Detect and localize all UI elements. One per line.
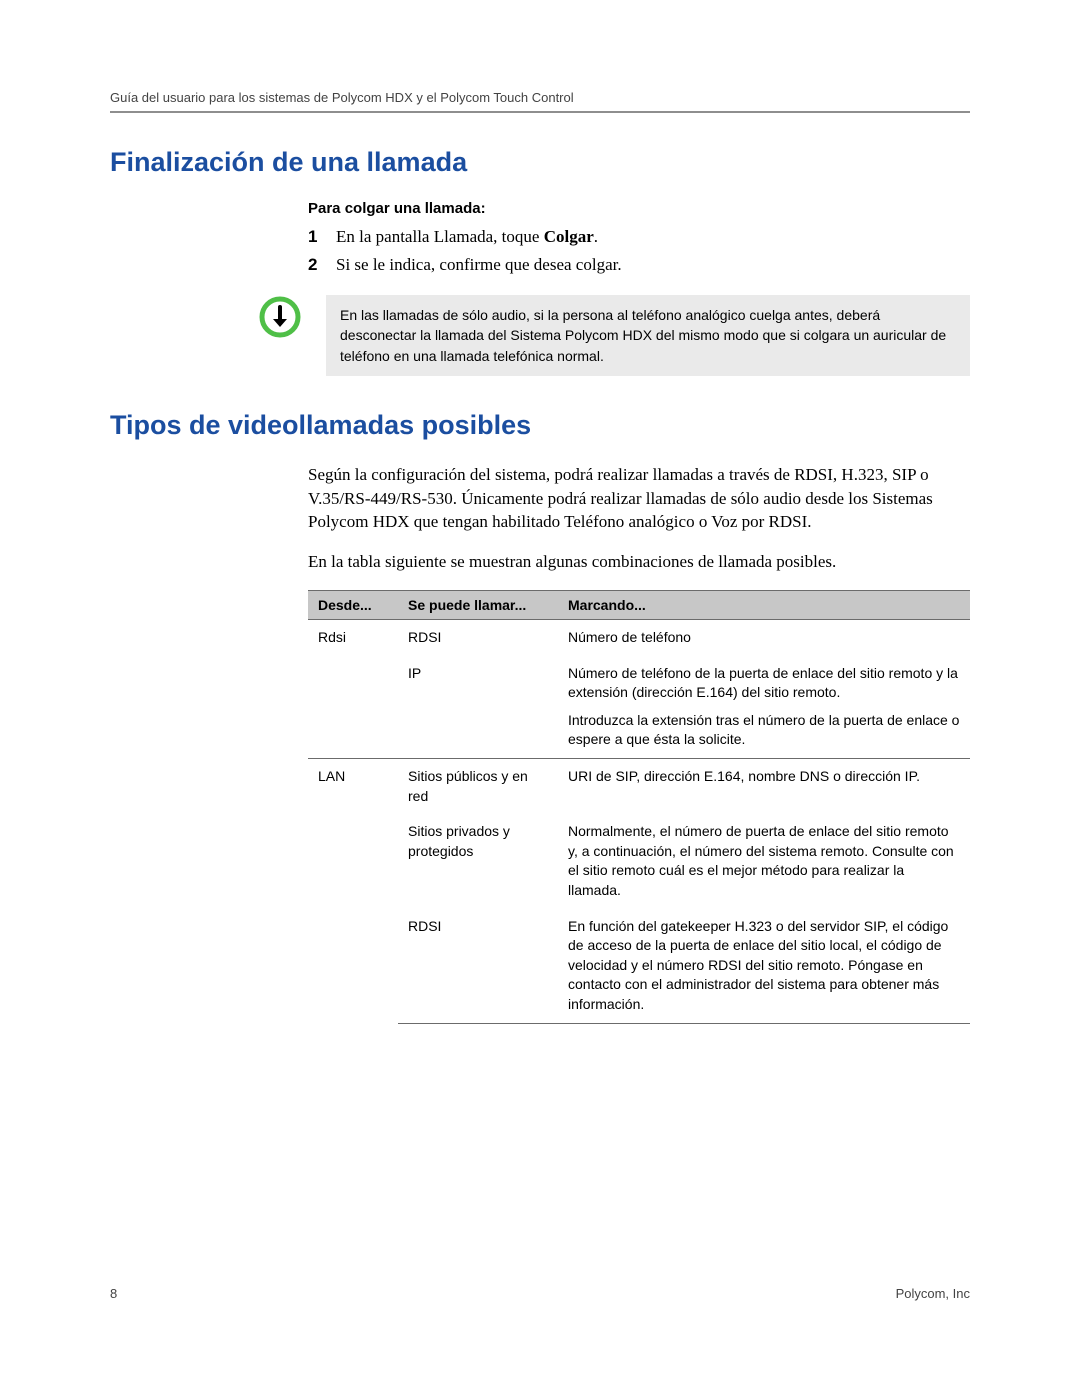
note-row: En las llamadas de sólo audio, si la per… <box>258 295 970 376</box>
section2-content: Según la configuración del sistema, podr… <box>308 463 970 1024</box>
cell-dial: URI de SIP, dirección E.164, nombre DNS … <box>558 759 970 815</box>
header-rule <box>110 111 970 113</box>
table-body: Rdsi RDSI Número de teléfono IP Número d… <box>308 620 970 1024</box>
cell-call: Sitios públicos y en red <box>398 759 558 815</box>
page-number: 8 <box>110 1286 117 1301</box>
cell-dial: Número de teléfono <box>558 620 970 656</box>
cell-call: RDSI <box>398 620 558 656</box>
step-number: 1 <box>308 227 322 247</box>
cell-from: LAN <box>308 759 398 1024</box>
col-header-call: Se puede llamar... <box>398 591 558 620</box>
page-footer: 8 Polycom, Inc <box>110 1286 970 1301</box>
table-row: LAN Sitios públicos y en red URI de SIP,… <box>308 759 970 815</box>
col-header-from: Desde... <box>308 591 398 620</box>
running-header: Guía del usuario para los sistemas de Po… <box>110 90 970 105</box>
cell-dial: Normalmente, el número de puerta de enla… <box>558 814 970 908</box>
table-row: Sitios privados y protegidos Normalmente… <box>308 814 970 908</box>
col-header-dial: Marcando... <box>558 591 970 620</box>
step-item: 1 En la pantalla Llamada, toque Colgar. <box>308 227 970 247</box>
section1-subhead: Para colgar una llamada: <box>308 200 970 217</box>
section1-steps: 1 En la pantalla Llamada, toque Colgar. … <box>308 227 970 275</box>
cell-from: Rdsi <box>308 620 398 759</box>
section2-title: Tipos de videollamadas posibles <box>110 410 970 441</box>
table-header-row: Desde... Se puede llamar... Marcando... <box>308 591 970 620</box>
section2-para1: Según la configuración del sistema, podr… <box>308 463 970 534</box>
call-combinations-table: Desde... Se puede llamar... Marcando... … <box>308 590 970 1024</box>
section1-content: Para colgar una llamada: 1 En la pantall… <box>308 200 970 275</box>
note-box: En las llamadas de sólo audio, si la per… <box>326 295 970 376</box>
cell-dial: En función del gatekeeper H.323 o del se… <box>558 909 970 1023</box>
section2-para2: En la tabla siguiente se muestran alguna… <box>308 550 970 574</box>
footer-company: Polycom, Inc <box>896 1286 970 1301</box>
cell-call: Sitios privados y protegidos <box>398 814 558 908</box>
note-icon <box>258 295 302 339</box>
table-row: IP Número de teléfono de la puerta de en… <box>308 656 970 759</box>
table-row: RDSI En función del gatekeeper H.323 o d… <box>308 909 970 1023</box>
step-text: Si se le indica, confirme que desea colg… <box>336 255 622 275</box>
document-page: Guía del usuario para los sistemas de Po… <box>0 0 1080 1397</box>
table-row: Rdsi RDSI Número de teléfono <box>308 620 970 656</box>
step-item: 2 Si se le indica, confirme que desea co… <box>308 255 970 275</box>
cell-dial: Número de teléfono de la puerta de enlac… <box>558 656 970 759</box>
cell-call: RDSI <box>398 909 558 1023</box>
cell-call: IP <box>398 656 558 759</box>
step-text: En la pantalla Llamada, toque Colgar. <box>336 227 598 247</box>
step-number: 2 <box>308 255 322 275</box>
section1-title: Finalización de una llamada <box>110 147 970 178</box>
